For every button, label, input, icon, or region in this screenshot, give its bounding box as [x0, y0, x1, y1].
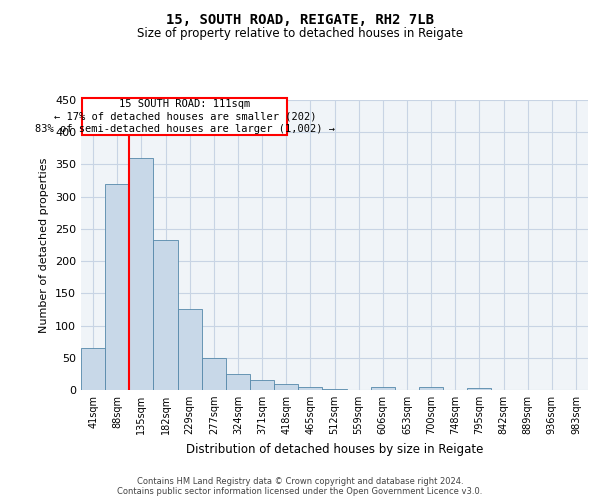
Bar [226, 374, 250, 390]
Text: 15 SOUTH ROAD: 111sqm: 15 SOUTH ROAD: 111sqm [119, 100, 250, 110]
Bar [202, 358, 226, 390]
Text: 15, SOUTH ROAD, REIGATE, RH2 7LB: 15, SOUTH ROAD, REIGATE, RH2 7LB [166, 12, 434, 26]
Bar [322, 388, 347, 390]
Bar [154, 240, 178, 390]
Text: Size of property relative to detached houses in Reigate: Size of property relative to detached ho… [137, 28, 463, 40]
Text: 83% of semi-detached houses are larger (1,002) →: 83% of semi-detached houses are larger (… [35, 124, 335, 134]
Bar [250, 380, 274, 390]
Text: Contains public sector information licensed under the Open Government Licence v3: Contains public sector information licen… [118, 487, 482, 496]
Bar [105, 184, 129, 390]
X-axis label: Distribution of detached houses by size in Reigate: Distribution of detached houses by size … [186, 442, 483, 456]
Y-axis label: Number of detached properties: Number of detached properties [40, 158, 49, 332]
Bar [178, 310, 202, 390]
Bar [371, 388, 395, 390]
Bar [467, 388, 491, 390]
FancyBboxPatch shape [82, 98, 287, 136]
Bar [274, 384, 298, 390]
Bar [298, 387, 322, 390]
Bar [81, 348, 105, 390]
Text: Contains HM Land Registry data © Crown copyright and database right 2024.: Contains HM Land Registry data © Crown c… [137, 477, 463, 486]
Text: ← 17% of detached houses are smaller (202): ← 17% of detached houses are smaller (20… [53, 112, 316, 122]
Bar [129, 158, 154, 390]
Bar [419, 388, 443, 390]
